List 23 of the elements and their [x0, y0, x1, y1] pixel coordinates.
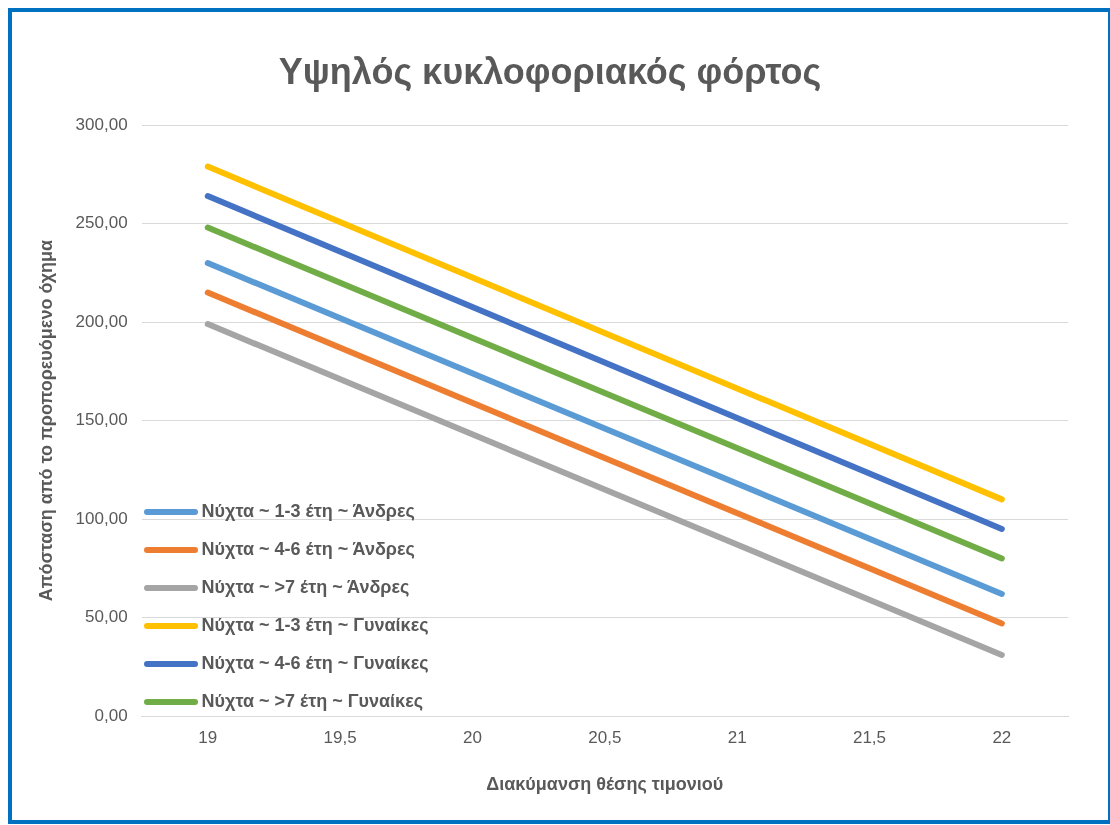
x-tick-label: 19	[198, 727, 218, 747]
legend-label: Νύχτα ~ >7 έτη ~ Άνδρες	[201, 577, 410, 598]
x-tick-label: 21	[727, 727, 747, 747]
x-tick-label: 22	[992, 727, 1012, 747]
x-axis-title: Διακύμανση θέσης τιμονιού	[486, 774, 724, 795]
y-tick-label: 100,00	[75, 508, 128, 528]
legend-label: Νύχτα ~ >7 έτη ~ Γυναίκες	[201, 691, 424, 712]
legend-label: Νύχτα ~ 4-6 έτη ~ Άνδρες	[201, 539, 415, 560]
y-tick-label: 300,00	[75, 114, 128, 134]
y-tick-label: 200,00	[75, 311, 128, 331]
y-tick-label: 0,00	[94, 705, 128, 725]
y-tick-label: 150,00	[75, 410, 128, 430]
x-tick-label: 20	[462, 727, 482, 747]
legend-label: Νύχτα ~ 1-3 έτη ~ Άνδρες	[201, 501, 415, 522]
legend-label: Νύχτα ~ 4-6 έτη ~ Γυναίκες	[201, 653, 429, 674]
x-tick-label: 20,5	[588, 727, 622, 747]
y-axis-title: Απόσταση από το προπορευόμενο όχημα	[35, 239, 56, 602]
x-tick-label: 21,5	[852, 727, 887, 747]
legend-label: Νύχτα ~ 1-3 έτη ~ Γυναίκες	[201, 615, 429, 636]
x-tick-label: 19,5	[323, 727, 357, 747]
y-tick-label: 50,00	[85, 607, 128, 627]
chart-title: Υψηλός κυκλοφοριακός φόρτος	[278, 50, 822, 92]
y-tick-label: 250,00	[75, 213, 128, 233]
